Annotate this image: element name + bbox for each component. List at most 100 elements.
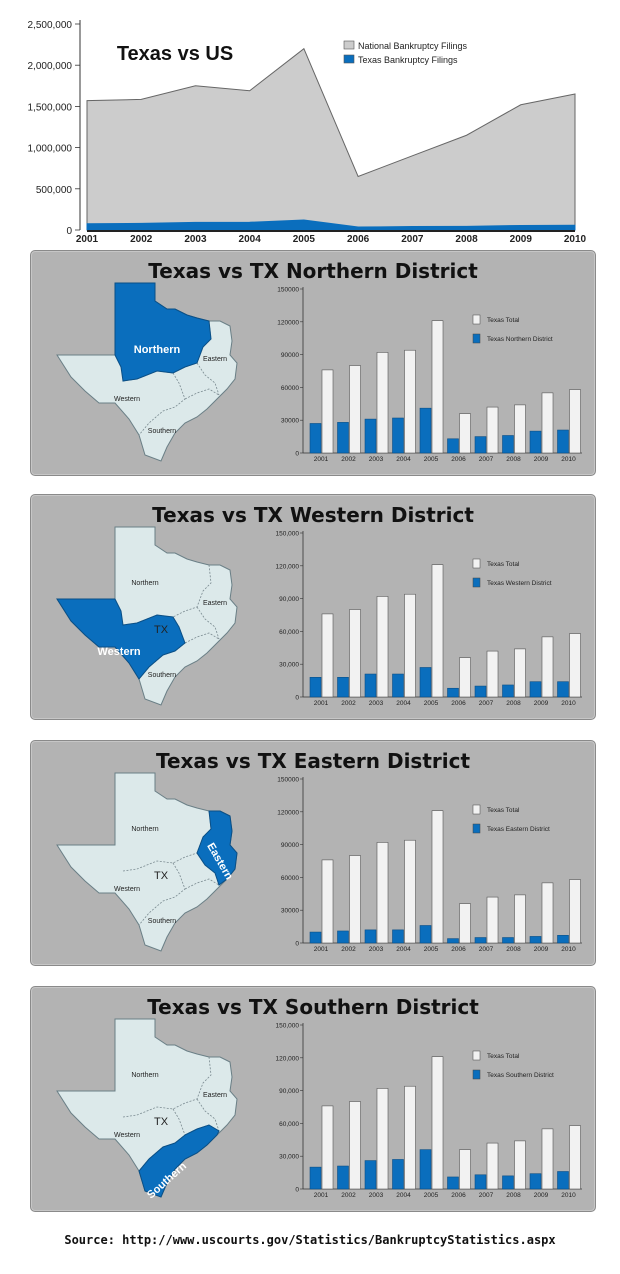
- district-boundary: [138, 372, 186, 436]
- district-label-southern: Southern: [148, 918, 177, 925]
- district-label-eastern: Eastern: [203, 356, 227, 363]
- y-tick-label: 90000: [281, 352, 299, 359]
- y-tick-label: 120,000: [276, 1055, 300, 1062]
- x-tick-label: 2003: [369, 700, 384, 707]
- legend-label: Texas Total: [487, 317, 520, 324]
- bar-texas-total: [349, 609, 361, 698]
- bar-chart: 0 30,000 60,000 90,000 120,000 150,000 2001 200…: [276, 1023, 582, 1199]
- bar-texas-total: [514, 404, 526, 454]
- x-tick-label: 2007: [479, 700, 494, 707]
- bar-district: [419, 667, 432, 698]
- y-tick-label: 30,000: [279, 662, 299, 669]
- x-tick-label: 2001: [314, 1192, 329, 1199]
- bar-texas-total: [459, 413, 471, 454]
- legend-swatch: [472, 333, 481, 344]
- bar-district: [392, 929, 404, 944]
- district-label-eastern: Eastern: [203, 600, 227, 607]
- y-tick-label: 60000: [281, 875, 299, 882]
- x-tick-label: 2007: [479, 946, 494, 953]
- district-label-western: Western: [114, 1132, 140, 1139]
- bar-district: [309, 677, 322, 698]
- x-tick-label: 2002: [341, 1192, 356, 1199]
- bar-district: [474, 685, 487, 698]
- district-label-eastern: Eastern: [203, 1092, 227, 1099]
- x-tick-label: 2001: [314, 700, 329, 707]
- bar-texas-total: [569, 389, 581, 454]
- bar-district: [447, 438, 459, 454]
- legend-swatch: [472, 558, 481, 569]
- y-tick-label: 60,000: [279, 629, 299, 636]
- bar-district: [557, 935, 569, 944]
- bar-texas-total: [321, 369, 334, 454]
- x-tick-label: 2004: [396, 1192, 411, 1199]
- district-label-northern: Northern: [134, 344, 181, 356]
- bar-district: [474, 937, 487, 944]
- bar-district: [309, 423, 322, 454]
- x-tick-label: 2005: [424, 700, 439, 707]
- bar-texas-total: [404, 839, 416, 944]
- y-tick-label: 0: [295, 1187, 299, 1194]
- bar-chart: 0 30,000 60,000 90,000 120,000 150,000 2001 200…: [276, 531, 582, 707]
- district-label-tx: TX: [154, 870, 169, 882]
- bar-district: [337, 930, 349, 944]
- bar-texas-total: [459, 1149, 471, 1190]
- bar-district: [337, 1165, 349, 1190]
- x-tick-label: 2006: [451, 700, 466, 707]
- x-tick-label: 2002: [341, 700, 356, 707]
- bar-district: [529, 681, 542, 698]
- x-tick-label: 2005: [424, 946, 439, 953]
- source-citation: Source: http://www.uscourts.gov/Statisti…: [64, 1233, 556, 1247]
- bar-district: [557, 429, 569, 454]
- bar-district: [529, 430, 542, 454]
- y-tick-label: 30,000: [279, 1154, 299, 1161]
- district-label-western: Western: [97, 646, 140, 658]
- x-tick-label: 2008: [506, 700, 521, 707]
- bar-district: [392, 673, 404, 698]
- legend-label: Texas Eastern District: [487, 826, 550, 833]
- bar-district: [502, 684, 514, 698]
- x-tick-label: 2004: [396, 700, 411, 707]
- x-tick-label: 2005: [424, 1192, 439, 1199]
- bar-district: [502, 937, 514, 944]
- texas-map-group: Northern Eastern Western Southern: [56, 282, 238, 462]
- bar-district: [364, 418, 377, 454]
- y-tick-label: 60000: [281, 385, 299, 392]
- texas-map: Northern Eastern Western Southern: [56, 282, 238, 462]
- y-tick-label: 30000: [281, 418, 299, 425]
- x-tick-label: 2005: [293, 234, 316, 245]
- district-label-northern: Northern: [131, 826, 158, 833]
- district-boundary: [122, 1056, 212, 1118]
- highlighted-district-eastern: [196, 810, 238, 886]
- x-tick-label: 2008: [455, 234, 478, 245]
- bar-texas-total: [431, 320, 444, 454]
- y-tick-label: 90,000: [279, 1088, 299, 1095]
- x-tick-label: 2008: [506, 456, 521, 463]
- x-tick-label: 2006: [451, 946, 466, 953]
- area-national: [86, 47, 576, 231]
- district-label-northern: Northern: [131, 1072, 158, 1079]
- bar-texas-total: [514, 1140, 526, 1190]
- bar-texas-total: [376, 842, 389, 944]
- district-boundary: [184, 878, 220, 890]
- y-tick-label: 90000: [281, 842, 299, 849]
- x-tick-label: 2009: [534, 700, 549, 707]
- x-tick-label: 2009: [534, 456, 549, 463]
- bar-district: [502, 1175, 514, 1190]
- northern-district-panel: Texas vs TX Northern District Northern Ea…: [30, 250, 596, 476]
- southern-district-panel: Texas vs TX Southern District Northern TX…: [30, 986, 596, 1212]
- bar-district: [364, 929, 377, 944]
- x-tick-label: 2009: [534, 946, 549, 953]
- x-tick-label: 2006: [347, 234, 370, 245]
- bar-texas-total: [486, 650, 499, 698]
- x-tick-label: 2010: [561, 1192, 576, 1199]
- us-vs-texas-area-chart: 0 500,000 1,000,000 1,500,000 2,000,000 2,500…: [28, 20, 587, 245]
- bar-texas-total: [486, 896, 499, 944]
- legend-swatch: [472, 1069, 481, 1080]
- y-tick-label: 1,000,000: [28, 144, 73, 155]
- district-label-tx: TX: [154, 1116, 169, 1128]
- x-tick-label: 2008: [506, 946, 521, 953]
